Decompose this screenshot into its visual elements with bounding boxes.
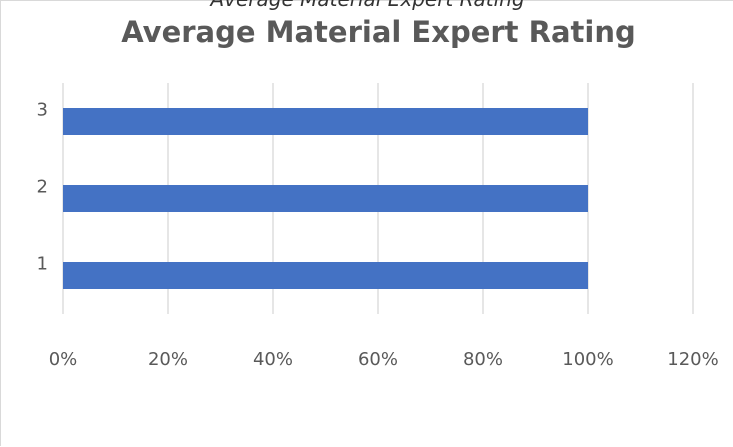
bar [63, 108, 588, 135]
x-tick-label: 20% [148, 349, 188, 370]
x-tick-label: 100% [562, 349, 613, 370]
x-tick-label: 0% [49, 349, 78, 370]
x-tick-label: 60% [358, 349, 398, 370]
chart-title: Average Material Expert Rating [121, 15, 636, 49]
bar [63, 262, 588, 289]
y-tick-label: 1 [37, 254, 48, 275]
x-tick-label: 120% [667, 349, 718, 370]
y-tick-label: 3 [37, 100, 48, 121]
bar [63, 185, 588, 212]
x-tick-label: 40% [253, 349, 293, 370]
clipped-caption: Average Material Expert Rating [1, 0, 733, 11]
x-tick-label: 80% [463, 349, 503, 370]
y-tick-label: 2 [37, 177, 48, 198]
